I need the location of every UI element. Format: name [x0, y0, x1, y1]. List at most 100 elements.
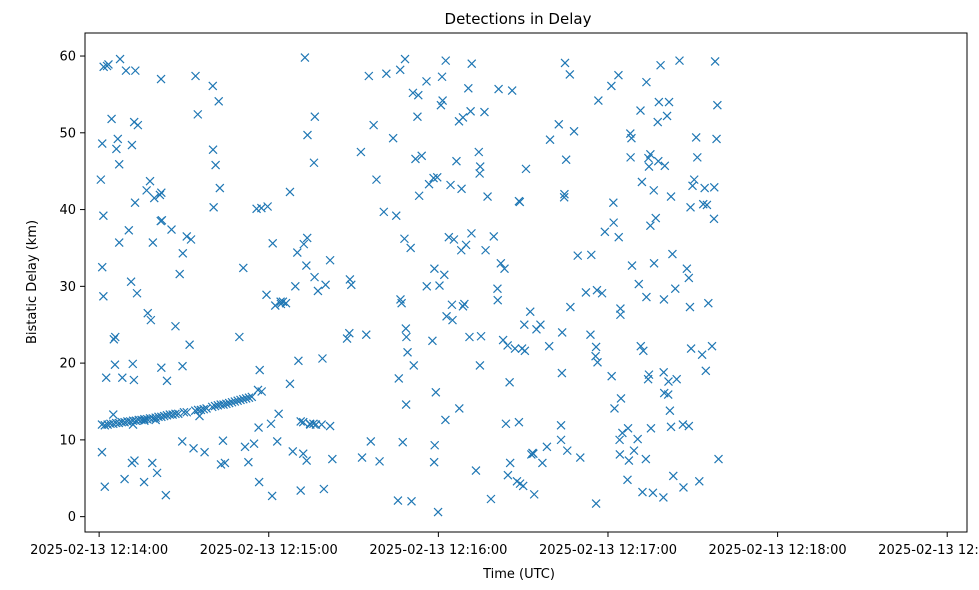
data-point	[208, 81, 218, 91]
data-point	[167, 225, 176, 234]
data-point	[593, 96, 603, 105]
data-point	[480, 107, 489, 117]
data-point	[403, 347, 412, 357]
data-point	[428, 336, 437, 346]
data-point	[489, 232, 499, 241]
data-point	[288, 446, 298, 456]
data-point	[438, 96, 448, 105]
data-point	[606, 81, 616, 91]
data-point	[586, 330, 595, 340]
data-point	[498, 335, 508, 345]
data-point	[117, 373, 127, 383]
data-point	[537, 458, 547, 468]
data-point	[210, 401, 220, 411]
data-point	[668, 249, 677, 259]
data-point	[369, 120, 379, 130]
data-point	[591, 499, 601, 509]
data-point	[189, 443, 198, 453]
data-point	[698, 199, 708, 209]
data-point	[442, 311, 451, 321]
data-markers	[96, 53, 723, 517]
data-point	[691, 132, 701, 142]
data-point	[668, 471, 678, 481]
data-point	[454, 403, 464, 413]
data-point	[202, 403, 211, 413]
data-point	[221, 399, 231, 409]
data-point	[710, 56, 720, 66]
data-point	[664, 377, 673, 386]
data-point	[127, 140, 137, 150]
data-point	[276, 297, 286, 307]
data-point	[467, 228, 476, 238]
data-point	[666, 192, 676, 201]
plot-frame	[84, 32, 968, 533]
data-point	[128, 359, 138, 369]
data-point	[249, 439, 259, 449]
data-point	[266, 419, 276, 429]
data-point	[171, 321, 180, 331]
data-point	[243, 457, 253, 467]
data-point	[230, 397, 240, 406]
data-point	[268, 238, 278, 248]
data-point	[685, 302, 695, 312]
data-point	[98, 291, 108, 301]
data-point	[411, 154, 420, 164]
data-point	[565, 302, 575, 312]
data-point	[678, 420, 688, 429]
data-point	[641, 454, 651, 464]
data-point	[156, 363, 166, 373]
data-point	[459, 299, 469, 309]
data-point	[429, 264, 439, 274]
x-tick-label-4: 2025-02-13 12:18:00	[709, 543, 847, 558]
x-tick-label-0: 2025-02-13 12:14:00	[30, 543, 168, 558]
data-point	[659, 367, 669, 377]
data-point	[215, 183, 225, 193]
data-point	[182, 407, 192, 417]
y-tick-label-5: 50	[59, 126, 76, 141]
data-point	[475, 169, 485, 178]
data-point	[114, 238, 124, 248]
data-point	[388, 133, 398, 143]
data-point	[381, 69, 391, 79]
data-point	[476, 331, 486, 341]
data-point	[505, 377, 515, 387]
data-point	[274, 409, 284, 419]
data-point	[173, 409, 183, 419]
data-point	[560, 189, 569, 199]
data-point	[191, 71, 200, 81]
data-point	[714, 454, 723, 464]
data-point	[542, 442, 552, 452]
data-point	[244, 393, 254, 403]
data-point	[664, 97, 674, 107]
data-point	[300, 53, 310, 62]
data-point	[394, 374, 404, 383]
data-point	[556, 435, 566, 445]
data-point	[441, 56, 451, 66]
data-point	[649, 185, 659, 195]
data-point	[554, 119, 564, 129]
data-point	[556, 420, 566, 430]
data-point	[346, 280, 356, 290]
data-point	[241, 393, 251, 403]
data-point	[114, 159, 124, 169]
data-point	[505, 458, 515, 468]
data-point	[591, 342, 601, 352]
data-point	[200, 447, 210, 457]
data-point	[156, 412, 166, 422]
data-point	[581, 288, 591, 297]
data-point	[270, 301, 280, 310]
data-point	[651, 213, 661, 223]
data-point	[263, 202, 273, 211]
data-point	[697, 350, 707, 360]
data-point	[672, 374, 682, 384]
data-point	[310, 272, 319, 282]
data-point	[597, 288, 607, 298]
data-point	[481, 245, 490, 255]
data-point	[608, 198, 618, 208]
data-point	[712, 134, 721, 144]
data-point	[142, 185, 152, 195]
data-point	[648, 488, 658, 498]
data-point	[149, 193, 159, 203]
data-point	[391, 211, 401, 221]
data-point	[257, 387, 267, 396]
